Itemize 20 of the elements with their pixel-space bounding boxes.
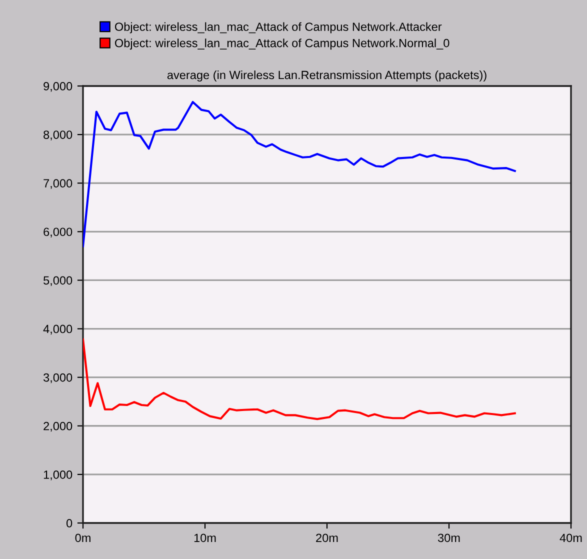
y-tick-label: 8,000	[44, 130, 72, 140]
y-tick-label: 7,000	[44, 179, 72, 189]
y-tick-label: 0	[66, 519, 72, 528]
y-tick-label: 3,000	[43, 373, 72, 384]
y-tick-label: 2,000	[44, 422, 72, 432]
y-tick-label: 9,000	[44, 82, 72, 92]
x-tick-label: 30m	[438, 534, 460, 542]
y-tick-label: 6,000	[44, 228, 72, 238]
x-tick-label: 10m	[194, 534, 216, 542]
line-series	[83, 100, 516, 248]
chart-title: average (in Wireless Lan.Retransmission Attempts (packets))	[167, 70, 486, 82]
legend-label: Object: wireless_lan_mac_Attack of Campus Network.Attacker	[114, 22, 442, 34]
x-tick-label: 40m	[560, 534, 582, 542]
legend-label: Object: wireless_lan_mac_Attack of Campus Network.Normal_0	[114, 38, 450, 50]
y-tick-label: 1,000	[44, 470, 72, 480]
x-tick-label: 0m	[75, 534, 90, 542]
y-tick-label: 5,000	[44, 276, 72, 286]
line-series	[83, 338, 516, 420]
x-tick-label: 20m	[316, 534, 338, 542]
y-tick-label: 4,000	[43, 324, 72, 335]
